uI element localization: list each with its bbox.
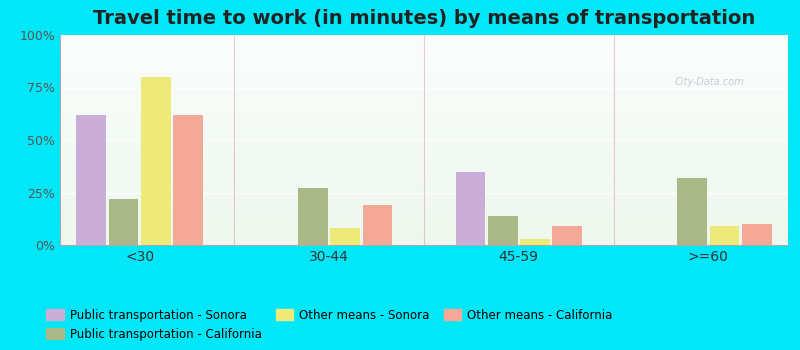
Bar xyxy=(60,101,788,103)
Bar xyxy=(456,172,486,245)
Bar xyxy=(60,164,788,166)
Bar xyxy=(60,172,788,174)
Bar xyxy=(60,93,788,96)
Bar xyxy=(60,114,788,117)
Bar xyxy=(77,115,106,245)
Bar xyxy=(60,182,788,185)
Bar xyxy=(60,145,788,148)
Bar xyxy=(60,234,788,237)
Bar xyxy=(678,178,707,245)
Bar xyxy=(60,53,788,56)
Bar xyxy=(520,239,550,245)
Bar xyxy=(60,122,788,124)
Bar xyxy=(60,193,788,195)
Title: Travel time to work (in minutes) by means of transportation: Travel time to work (in minutes) by mean… xyxy=(93,9,755,28)
Bar xyxy=(60,198,788,200)
Bar xyxy=(60,200,788,203)
Bar xyxy=(60,240,788,242)
Bar xyxy=(60,179,788,182)
Bar xyxy=(362,205,392,245)
Bar xyxy=(60,229,788,232)
Bar xyxy=(60,143,788,145)
Bar xyxy=(60,88,788,90)
Bar xyxy=(60,130,788,132)
Bar xyxy=(60,166,788,169)
Bar xyxy=(60,56,788,58)
Bar xyxy=(60,82,788,85)
Bar xyxy=(60,150,788,153)
Bar xyxy=(60,90,788,93)
Bar xyxy=(60,208,788,211)
Bar xyxy=(60,75,788,77)
Bar xyxy=(60,206,788,208)
Bar xyxy=(60,224,788,227)
Bar xyxy=(60,103,788,106)
Bar xyxy=(60,108,788,111)
Bar xyxy=(173,115,202,245)
Bar xyxy=(60,127,788,130)
Bar xyxy=(109,199,138,245)
Bar xyxy=(60,98,788,101)
Bar xyxy=(60,203,788,206)
Bar xyxy=(60,96,788,98)
Bar xyxy=(60,66,788,69)
Bar xyxy=(60,177,788,179)
Bar xyxy=(60,237,788,240)
Bar xyxy=(60,148,788,150)
Bar xyxy=(298,188,328,245)
Bar xyxy=(60,77,788,80)
Bar xyxy=(60,46,788,48)
Bar xyxy=(60,216,788,219)
Bar xyxy=(552,226,582,245)
Bar xyxy=(60,140,788,143)
Bar xyxy=(488,216,518,245)
Bar xyxy=(60,40,788,43)
Bar xyxy=(60,135,788,137)
Bar xyxy=(60,80,788,82)
Bar xyxy=(60,106,788,108)
Bar xyxy=(60,232,788,235)
Bar xyxy=(60,187,788,190)
Bar xyxy=(60,219,788,222)
Bar xyxy=(141,77,170,245)
Bar xyxy=(60,132,788,135)
Bar xyxy=(742,224,771,245)
Bar xyxy=(60,242,788,245)
Bar xyxy=(60,158,788,161)
Bar xyxy=(60,214,788,216)
Bar xyxy=(60,43,788,46)
Bar xyxy=(60,35,788,38)
Bar xyxy=(60,195,788,198)
Bar xyxy=(60,222,788,224)
Bar xyxy=(710,226,739,245)
Bar xyxy=(330,228,360,245)
Bar xyxy=(60,161,788,164)
Bar xyxy=(60,51,788,53)
Bar xyxy=(60,211,788,214)
Bar xyxy=(60,169,788,171)
Bar xyxy=(60,124,788,127)
Bar xyxy=(60,156,788,158)
Legend: Public transportation - Sonora, Public transportation - California, Other means : Public transportation - Sonora, Public t… xyxy=(46,309,613,341)
Bar xyxy=(60,185,788,187)
Bar xyxy=(60,111,788,114)
Bar xyxy=(60,117,788,119)
Bar xyxy=(60,48,788,51)
Bar xyxy=(60,190,788,193)
Bar xyxy=(60,85,788,88)
Bar xyxy=(60,72,788,75)
Bar xyxy=(60,58,788,61)
Bar xyxy=(60,153,788,156)
Bar xyxy=(60,61,788,64)
Bar xyxy=(60,69,788,72)
Bar xyxy=(60,64,788,66)
Bar xyxy=(60,119,788,122)
Text: City-Data.com: City-Data.com xyxy=(674,77,744,87)
Bar xyxy=(60,174,788,177)
Bar xyxy=(60,137,788,140)
Bar xyxy=(60,227,788,229)
Bar xyxy=(60,38,788,40)
